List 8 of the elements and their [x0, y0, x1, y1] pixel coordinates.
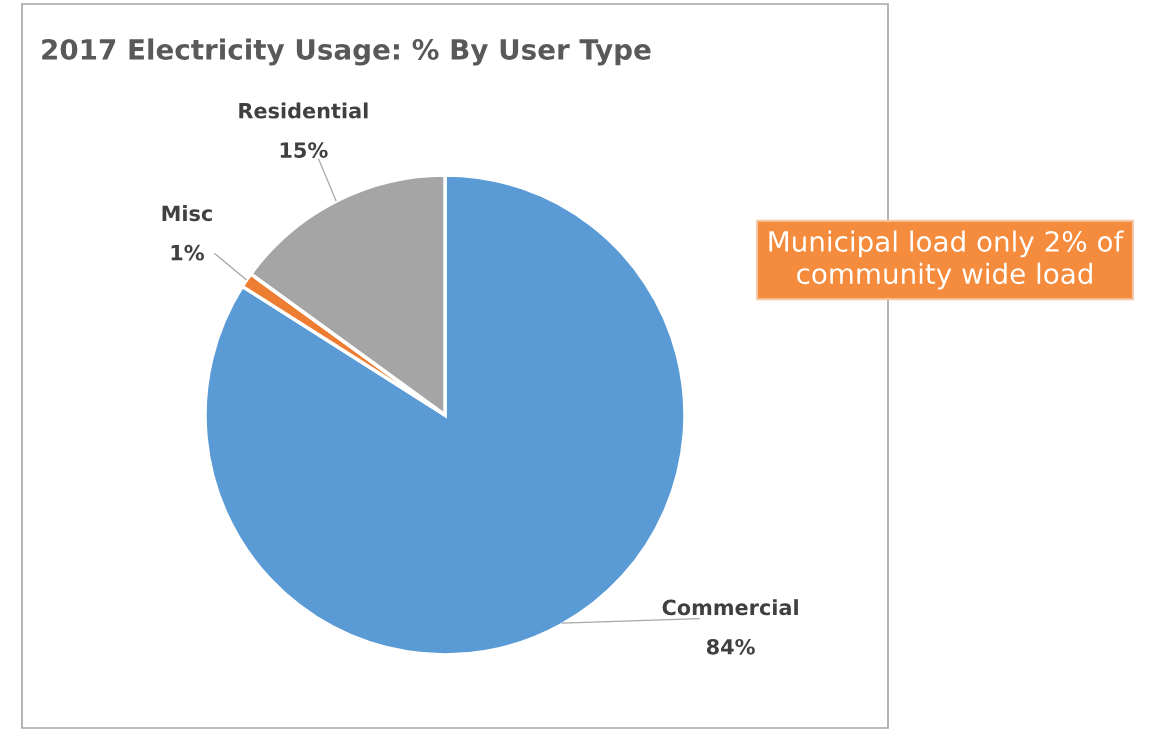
data-label: 1% [171, 244, 204, 261]
data-label: 15% [280, 142, 328, 158]
chart-title: 2017 Electricity Usage: % By User Type [42, 38, 651, 66]
slice-label: Misc [162, 205, 212, 222]
data-label: 84% [706, 638, 755, 655]
slice-label: Residential [239, 102, 368, 119]
slice-label: Commercial [662, 599, 798, 616]
text: Municipal load only 2% of community wide load [769, 230, 1124, 290]
